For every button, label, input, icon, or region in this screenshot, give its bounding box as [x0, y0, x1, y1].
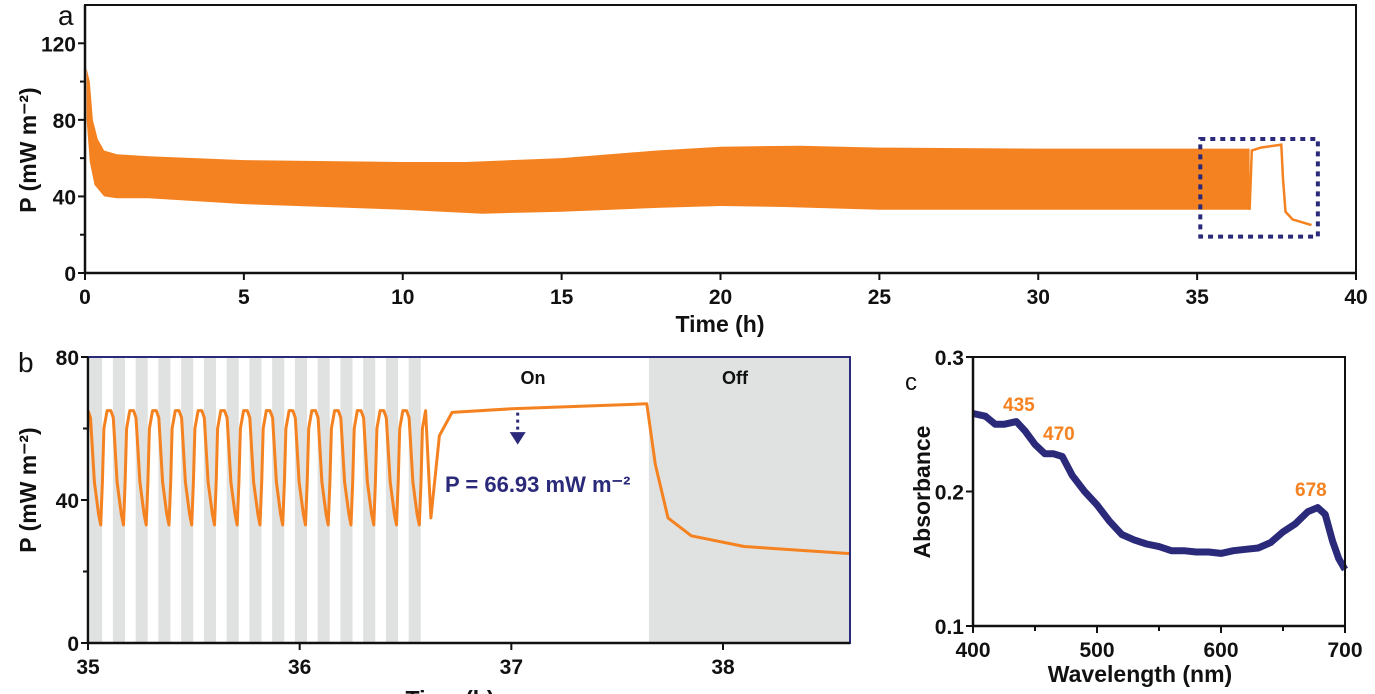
panel-a: 0 5 10 15 20 25 30 35 40 0 40 80 120: [41, 4, 1368, 309]
panel-c: 400 500 600 700 0.1 0.2 0.3: [935, 347, 1363, 662]
power-envelope: [86, 68, 1250, 214]
panel-c-y-tick-label: 0.3: [935, 347, 964, 370]
highlight-box: [1198, 137, 1320, 239]
panel-b-x-tick-label: 35: [76, 656, 100, 679]
panel-a-y-tick-label: 40: [53, 186, 76, 209]
panel-a-x-tick-label: 25: [868, 286, 892, 309]
panel-a-x-tick-label: 0: [79, 286, 91, 309]
panel-b-x-tick-label: 36: [288, 656, 311, 679]
panel-b-xlabel: Time (h): [405, 686, 494, 694]
panel-a-x-tick-label: 5: [238, 286, 250, 309]
power-value-annotation: P = 66.93 mW m⁻²: [445, 472, 630, 497]
panel-a-y-tick-label: 80: [53, 110, 76, 133]
panel-a-ylabel: P (mW m⁻²): [15, 87, 41, 212]
panel-a-x-tick-label: 10: [391, 286, 414, 309]
panel-a-x-tick-label: 30: [1027, 286, 1050, 309]
panel-label-b: b: [18, 347, 34, 378]
on-label: On: [521, 368, 546, 388]
panel-a-y-tick-label: 120: [41, 33, 76, 56]
panel-c-y-tick-label: 0.2: [935, 482, 964, 505]
off-region: [648, 357, 850, 643]
panel-a-x-tick-label: 40: [1344, 286, 1367, 309]
panel-b: 35 36 37 38 0 40 80: [56, 347, 851, 679]
panel-c-xlabel: Wavelength (nm): [1048, 661, 1232, 687]
panel-c-x-tick-label: 500: [1079, 639, 1114, 662]
panel-b-x-tick-label: 38: [711, 656, 735, 679]
peak-label-470: 470: [1043, 424, 1075, 445]
peak-label-435: 435: [1003, 395, 1035, 416]
panel-a-x-tick-label: 15: [550, 286, 574, 309]
panel-a-x-tick-label: 35: [1185, 286, 1209, 309]
panel-label-c: c: [905, 369, 917, 396]
panel-label-a: a: [58, 0, 74, 31]
panel-c-y-tick-label: 0.1: [935, 616, 965, 639]
power-line: [86, 402, 851, 556]
panel-c-x-tick-label: 700: [1327, 639, 1362, 662]
arrow-down-icon: [509, 432, 526, 445]
panel-a-y-tick-label: 0: [64, 263, 76, 286]
panel-a-xlabel: Time (h): [675, 311, 764, 337]
power-line: [1248, 143, 1312, 227]
panel-c-x-tick-label: 400: [955, 639, 990, 662]
panel-b-x-tick-label: 37: [500, 656, 523, 679]
absorbance-line: [972, 410, 1349, 572]
panel-b-y-tick-label: 80: [56, 347, 79, 370]
panel-a-frame: [84, 4, 1357, 274]
panel-a-x-tick-label: 20: [709, 286, 732, 309]
panel-c-x-tick-label: 600: [1203, 639, 1238, 662]
panel-b-y-tick-label: 0: [67, 633, 79, 656]
panel-c-ylabel: Absorbance: [909, 426, 935, 559]
panel-b-y-tick-label: 40: [56, 490, 79, 513]
off-label: Off: [722, 368, 749, 388]
panel-b-ylabel: P (mW m⁻²): [15, 427, 41, 552]
peak-label-678: 678: [1295, 480, 1327, 501]
